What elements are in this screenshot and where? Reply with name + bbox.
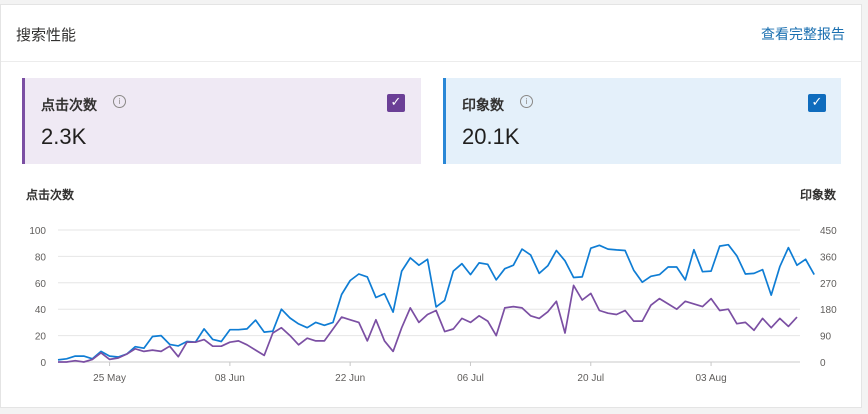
right-axis-tick-label: 90	[820, 332, 832, 343]
impressions-series-line	[57, 243, 815, 361]
impressions-label: 印象数	[462, 97, 504, 113]
right-axis-tick-label: 450	[820, 226, 837, 237]
left-axis-tick-label: 100	[29, 226, 46, 237]
info-icon[interactable]: i	[113, 95, 126, 108]
right-axis-title: 印象数	[800, 188, 837, 202]
x-axis-tick-label: 03 Aug	[695, 373, 726, 384]
clicks-metric-tile[interactable]: 点击次数 i 2.3K ✓	[22, 78, 421, 164]
impressions-value: 20.1K	[462, 124, 520, 149]
right-axis-tick-label: 270	[820, 279, 837, 290]
x-axis-tick-label: 22 Jun	[335, 373, 365, 384]
x-axis-tick-label: 06 Jul	[457, 373, 484, 384]
clicks-value: 2.3K	[41, 124, 87, 149]
view-full-report-link[interactable]: 查看完整报告	[761, 26, 845, 42]
left-axis-tick-label: 20	[35, 332, 47, 343]
x-axis-tick-label: 25 May	[93, 373, 126, 384]
search-performance-card: 搜索性能 查看完整报告	[0, 4, 862, 408]
info-icon[interactable]: i	[520, 95, 533, 108]
right-axis-tick-label: 180	[820, 305, 837, 316]
left-axis-tick-label: 60	[35, 279, 47, 290]
left-axis-tick-label: 40	[35, 305, 47, 316]
card-title: 搜索性能	[16, 27, 77, 44]
left-axis-tick-label: 80	[35, 252, 47, 263]
left-axis-tick-label: 0	[40, 358, 46, 369]
left-axis-title: 点击次数	[26, 188, 75, 202]
x-axis-tick-label: 20 Jul	[577, 373, 604, 384]
clicks-series-line	[58, 284, 798, 363]
card-header: 搜索性能 查看完整报告	[1, 5, 861, 62]
right-axis-tick-label: 360	[820, 252, 837, 263]
impressions-checkbox[interactable]: ✓	[808, 94, 826, 112]
impressions-metric-tile[interactable]: 印象数 i 20.1K ✓	[443, 78, 841, 164]
x-axis-tick-label: 08 Jun	[215, 373, 245, 384]
clicks-checkbox[interactable]: ✓	[387, 94, 405, 112]
clicks-label: 点击次数	[41, 97, 97, 113]
right-axis-tick-label: 0	[820, 358, 826, 369]
